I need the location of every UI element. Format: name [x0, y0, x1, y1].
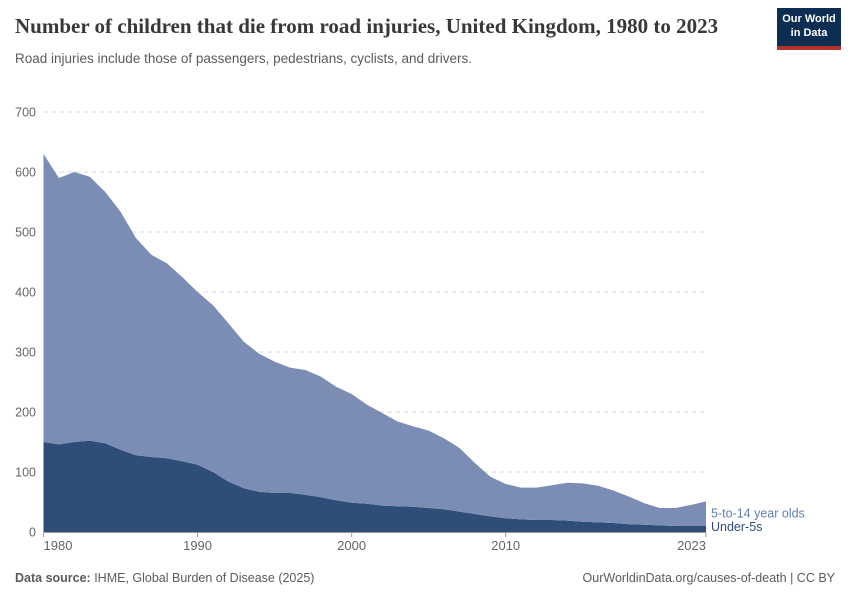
owid-logo-box: Our World in Data: [777, 8, 841, 46]
owid-logo: Our World in Data: [777, 8, 841, 50]
y-tick-label-600: 600: [15, 166, 36, 180]
y-tick-label-0: 0: [29, 526, 36, 540]
license-link[interactable]: CC BY: [796, 571, 835, 585]
owid-logo-line2: in Data: [790, 26, 828, 39]
y-tick-label-300: 300: [15, 346, 36, 360]
y-tick-label-200: 200: [15, 406, 36, 420]
footer-links: OurWorldinData.org/causes-of-death | CC …: [583, 571, 835, 585]
chart-area: 0 100 200 300 400 500 600 700 1980 1990 2000 2010 20…: [0, 105, 850, 555]
chart-subtitle: Road injuries include those of passenger…: [15, 50, 472, 66]
chart-footer: Data source: IHME, Global Burden of Dise…: [15, 571, 835, 585]
x-tick-label-2010: 2010: [491, 538, 520, 553]
x-tick-label-1990: 1990: [183, 538, 212, 553]
y-tick-label-500: 500: [15, 226, 36, 240]
data-source-text: IHME, Global Burden of Disease (2025): [90, 571, 315, 585]
y-tick-label-100: 100: [15, 466, 36, 480]
x-tick-label-1980: 1980: [44, 538, 73, 553]
x-tick-label-2000: 2000: [337, 538, 366, 553]
y-tick-label-700: 700: [15, 106, 36, 120]
chart-header: Number of children that die from road in…: [15, 12, 835, 66]
owid-logo-accent-bar: [777, 45, 841, 50]
x-tick-label-2023: 2023: [677, 538, 706, 553]
stacked-area-chart: 0 100 200 300 400 500 600 700 1980 1990 2000 2010 20…: [15, 106, 805, 554]
area-series-5-to-14-year-olds: [43, 154, 706, 526]
area-series-under-5s: [43, 440, 706, 532]
y-tick-label-400: 400: [15, 286, 36, 300]
footer-separator: |: [786, 571, 797, 585]
page-title: Number of children that die from road in…: [15, 14, 719, 38]
legend-label-5-to-14-year-olds: 5-to-14 year olds: [711, 507, 805, 521]
data-source-label: Data source:: [15, 571, 91, 585]
data-source-note: Data source: IHME, Global Burden of Dise…: [15, 571, 314, 585]
legend-label-under-5s: Under-5s: [711, 520, 762, 534]
owid-url-link[interactable]: OurWorldinData.org/causes-of-death: [582, 571, 787, 585]
owid-logo-line1: Our World: [782, 13, 836, 25]
